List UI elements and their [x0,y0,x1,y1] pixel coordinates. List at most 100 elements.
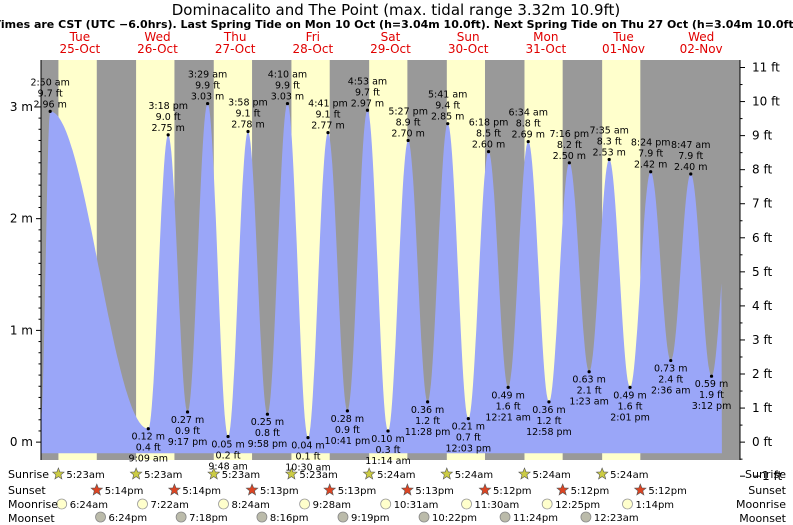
low-tide-feet: 0.2 ft [216,451,241,462]
low-tide-meters: 0.27 m [171,415,204,426]
high-tide-time: 3:58 pm [228,98,268,109]
high-tide-time: 4:10 am [268,70,307,81]
high-tide-time: 7:35 am [589,125,628,136]
high-tide-feet: 8.3 ft [597,136,622,147]
high-tide-meters: 2.77 m [311,121,344,132]
moonset-time: 9:19pm [351,513,390,524]
low-tide-time: 10:41 pm [325,436,371,447]
low-tide-feet: 0.3 ft [376,445,401,456]
high-tide-meters: 2.85 m [431,112,464,123]
moonrise-icon [137,498,148,510]
high-tide-marker [285,101,290,106]
right-axis-label: −1 ft [752,469,783,483]
high-tide-time: 8:24 pm [631,138,671,149]
sunrise-icon [207,467,221,480]
sunset-icon [556,483,570,496]
day-label-date: 31-Oct [525,42,566,56]
high-tide-time: 8:47 am [671,140,710,151]
high-tide-feet: 9.1 ft [235,109,260,120]
low-tide-feet: 1.2 ft [536,416,561,427]
sunrise-icon [518,467,531,480]
high-tide-meters: 2.60 m [472,140,505,151]
low-tide-marker [547,400,551,404]
low-tide-time: 12:21 am [485,412,530,423]
day-label-date: 27-Oct [215,42,256,56]
moonset-time: 11:24pm [513,513,558,524]
sunrise-icon [284,467,298,480]
row-label-moonset-right: Moonset [739,512,786,525]
moonset-icon [256,511,268,523]
sunrise-time: 5:23am [144,470,182,481]
right-axis-label: 11 ft [752,61,780,75]
day-label-weekday: Tue [612,30,634,44]
day-label-date: 25-Oct [59,42,100,56]
tide-labels: 2:50 am9.7 ft2.96 m0.12 m0.4 ft9:09 am3:… [30,70,731,474]
high-tide-feet: 9.9 ft [275,81,300,92]
sunset-icon [323,483,337,496]
low-tide-meters: 0.10 m [371,434,404,445]
high-tide-marker [446,122,450,126]
low-tide-feet: 1.6 ft [496,401,521,412]
sunrise-icon [595,467,609,480]
high-tide-marker [166,133,170,137]
moonset-icon [499,511,511,523]
low-tide-meters: 0.36 m [411,405,444,416]
low-tide-marker [226,434,230,439]
low-tide-meters: 0.21 m [452,422,485,433]
moonset-time: 8:16pm [270,513,309,524]
row-label-sunrise-right: Sunrise [745,468,786,481]
low-tide-meters: 0.28 m [331,414,364,425]
high-tide-time: 4:41 pm [308,99,348,110]
high-tide-time: 5:27 pm [388,106,428,117]
day-label-weekday: Sat [381,30,401,44]
sunset-time: 5:13pm [338,486,377,497]
low-tide-marker [669,358,673,363]
moonrise-time: 9:28am [313,500,351,511]
left-axis-label: 3 m [10,100,33,114]
chart-title: Dominacalito and The Point (max. tidal r… [172,1,621,19]
low-tide-feet: 0.9 ft [175,426,200,437]
low-tide-marker [709,374,714,378]
low-tide-time: 9:48 am [208,462,247,473]
high-tide-marker [649,170,653,174]
sunrise-icon [51,467,65,480]
moonset-icon [418,511,430,523]
low-tide-meters: 0.63 m [572,375,605,386]
day-label-weekday: Wed [688,30,714,44]
moonset-time: 7:18pm [189,513,228,524]
sunrise-time: 5:23am [66,470,104,481]
day-label-date: 01-Nov [602,42,645,56]
low-tide-feet: 1.6 ft [618,401,643,412]
moonrise-time: 8:24am [232,500,270,511]
day-label-weekday: Wed [144,30,170,44]
row-label-sunrise-left: Sunrise [8,468,49,481]
low-tide-meters: 0.36 m [532,405,565,416]
moonset-time: 10:22pm [432,513,477,524]
sunset-icon [400,483,414,496]
high-tide-meters: 2.40 m [674,162,707,173]
right-axis-label: 6 ft [752,231,772,245]
moonset-time: 12:23am [594,513,639,524]
low-tide-time: 10:30 am [285,463,330,474]
high-tide-feet: 8.9 ft [396,117,421,128]
right-axis-label: 9 ft [752,129,772,143]
high-tide-feet: 9.7 ft [355,87,380,98]
low-tide-time: 11:28 pm [405,427,451,438]
right-axis-label: 10 ft [752,95,780,109]
sunrise-icon [440,467,454,480]
row-label-moonset-left: Moonset [8,512,55,525]
low-tide-feet: 1.9 ft [699,390,724,401]
low-tide-feet: 0.1 ft [295,452,320,463]
moonrise-time: 1:14pm [635,500,674,511]
low-tide-meters: 0.59 m [695,379,728,390]
high-tide-feet: 9.1 ft [315,110,340,121]
high-tide-feet: 7.9 ft [638,149,663,160]
sunrise-time: 5:24am [532,470,570,481]
low-tide-meters: 0.25 m [251,417,284,428]
low-tide-feet: 1.2 ft [415,416,440,427]
high-tide-feet: 8.5 ft [476,129,501,140]
high-tide-marker [689,172,693,176]
left-axis-label: 0 m [10,435,33,449]
sunset-icon [167,483,181,496]
